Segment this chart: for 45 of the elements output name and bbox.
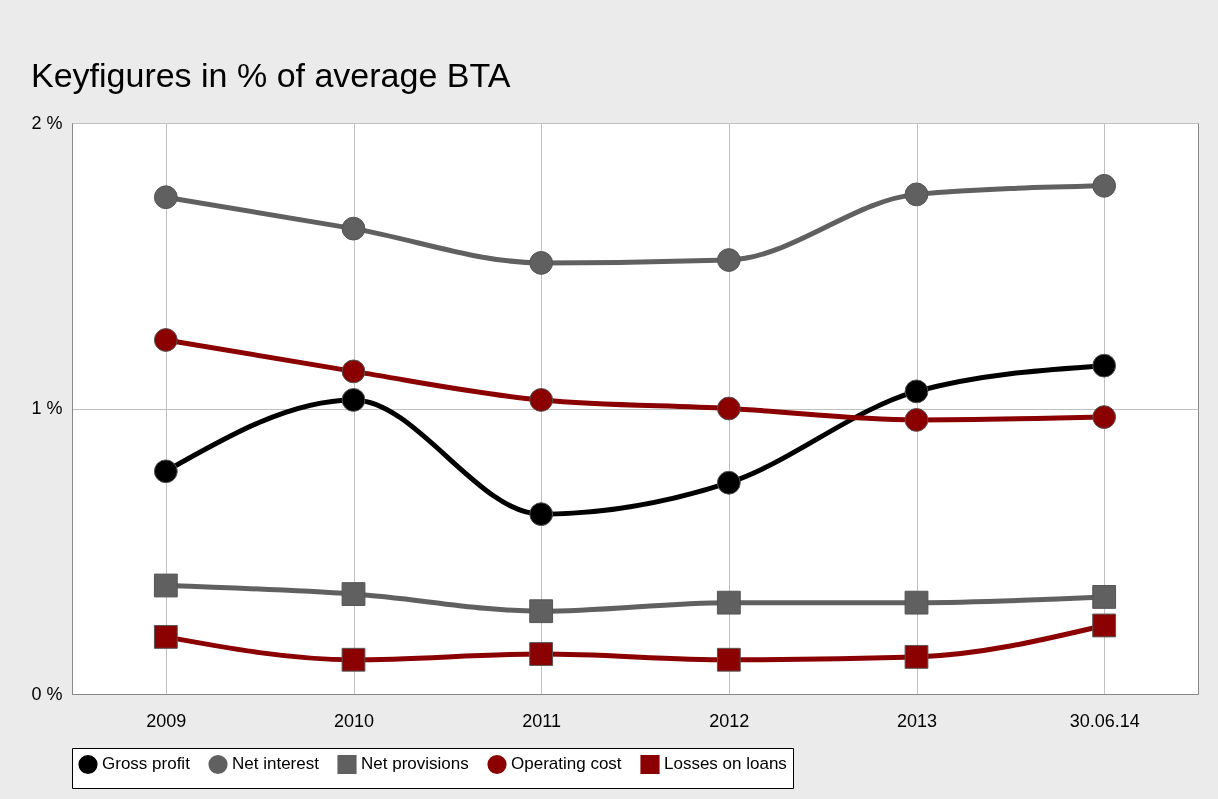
- point: [529, 251, 554, 275]
- point: [153, 625, 178, 649]
- point: [904, 182, 929, 207]
- point: [904, 379, 929, 404]
- point: [153, 185, 178, 210]
- point: [716, 396, 741, 421]
- legend-label: Net provisions: [361, 754, 469, 774]
- point: [716, 590, 741, 615]
- y-tick-label: 0 %: [31, 683, 63, 704]
- x-tick-label: 2010: [333, 710, 375, 731]
- x-tick-label: 30.06.14: [1069, 710, 1140, 731]
- point: [341, 647, 366, 672]
- legend-label: Net interest: [232, 754, 320, 774]
- x-tick-label: 2013: [896, 710, 938, 731]
- point: [341, 359, 366, 384]
- legend-label: Operating cost: [511, 754, 622, 774]
- point: [153, 459, 178, 484]
- point: [529, 388, 554, 412]
- point: [529, 642, 554, 666]
- legend-label: Losses on loans: [664, 754, 787, 774]
- point: [1092, 353, 1117, 378]
- point: [341, 216, 366, 241]
- point: [1092, 405, 1117, 429]
- point: [529, 502, 554, 527]
- point: [904, 590, 929, 615]
- y-tick-label: 2 %: [31, 112, 63, 133]
- point: [716, 248, 741, 272]
- point: [341, 582, 366, 606]
- point: [529, 599, 554, 624]
- point: [1092, 585, 1117, 609]
- point: [1092, 613, 1117, 638]
- y-tick-label: 1 %: [31, 398, 63, 418]
- chart-title: Keyfigures in % of average BTA: [30, 56, 511, 94]
- point: [1092, 173, 1117, 198]
- point: [716, 647, 741, 672]
- x-tick-label: 2011: [522, 710, 562, 731]
- point: [716, 470, 741, 495]
- point: [904, 408, 929, 432]
- legend-label: Gross profit: [102, 754, 191, 774]
- point: [153, 328, 178, 352]
- x-tick-label: 2009: [146, 710, 187, 731]
- point: [904, 644, 929, 669]
- point: [153, 573, 178, 598]
- point: [341, 388, 366, 412]
- x-tick-label: 2012: [709, 710, 750, 731]
